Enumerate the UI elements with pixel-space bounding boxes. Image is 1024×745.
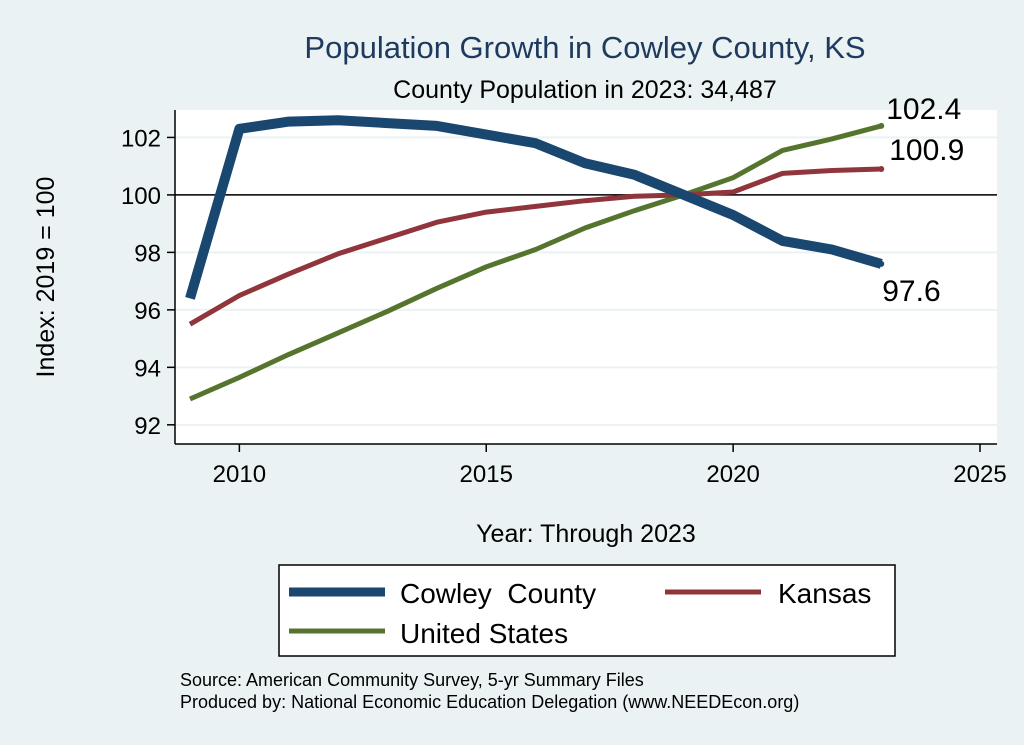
- series-line-1: [188, 166, 882, 327]
- y-tick-label-100: 100: [121, 183, 161, 210]
- end-labels: 97.6 100.9 102.4: [882, 93, 964, 308]
- y-tick-label-92: 92: [134, 413, 161, 440]
- series-line-0: [185, 115, 883, 300]
- source-note: Source: American Community Survey, 5-yr …: [180, 670, 644, 690]
- legend-label-cowley: Cowley County: [400, 578, 596, 609]
- series-lines: [185, 115, 885, 402]
- series-end-point-0: [878, 260, 885, 267]
- y-tick-label-98: 98: [134, 240, 161, 267]
- legend: Cowley County Kansas United States: [278, 564, 896, 657]
- legend-label-kansas: Kansas: [778, 578, 871, 609]
- chart-title: Population Growth in Cowley County, KS: [304, 30, 865, 65]
- grid: [175, 136, 997, 426]
- x-tick-label-2020: 2020: [706, 461, 759, 488]
- end-label-0: 97.6: [882, 275, 940, 308]
- x-tick-label-2025: 2025: [953, 461, 1006, 488]
- end-label-2: 102.4: [886, 93, 961, 126]
- y-axis-title: Index: 2019 = 100: [32, 177, 60, 378]
- x-tick-label-2015: 2015: [460, 461, 513, 488]
- series-end-point-1: [878, 166, 885, 173]
- chart-subtitle: County Population in 2023: 34,487: [393, 76, 777, 104]
- producer-note: Produced by: National Economic Education…: [180, 692, 799, 712]
- y-tick-label-102: 102: [121, 125, 161, 152]
- y-tick-label-96: 96: [134, 298, 161, 325]
- series-line-2: [188, 123, 882, 402]
- y-tick-label-94: 94: [134, 355, 161, 382]
- axes: 92 94 96 98 100 102 2010 2015 2020 2025: [121, 110, 1007, 488]
- legend-label-us: United States: [400, 618, 568, 649]
- x-tick-label-2010: 2010: [213, 461, 266, 488]
- end-label-1: 100.9: [889, 134, 964, 167]
- legend-box: [278, 564, 896, 657]
- series-end-point-2: [878, 122, 885, 129]
- x-axis-title: Year: Through 2023: [476, 520, 696, 548]
